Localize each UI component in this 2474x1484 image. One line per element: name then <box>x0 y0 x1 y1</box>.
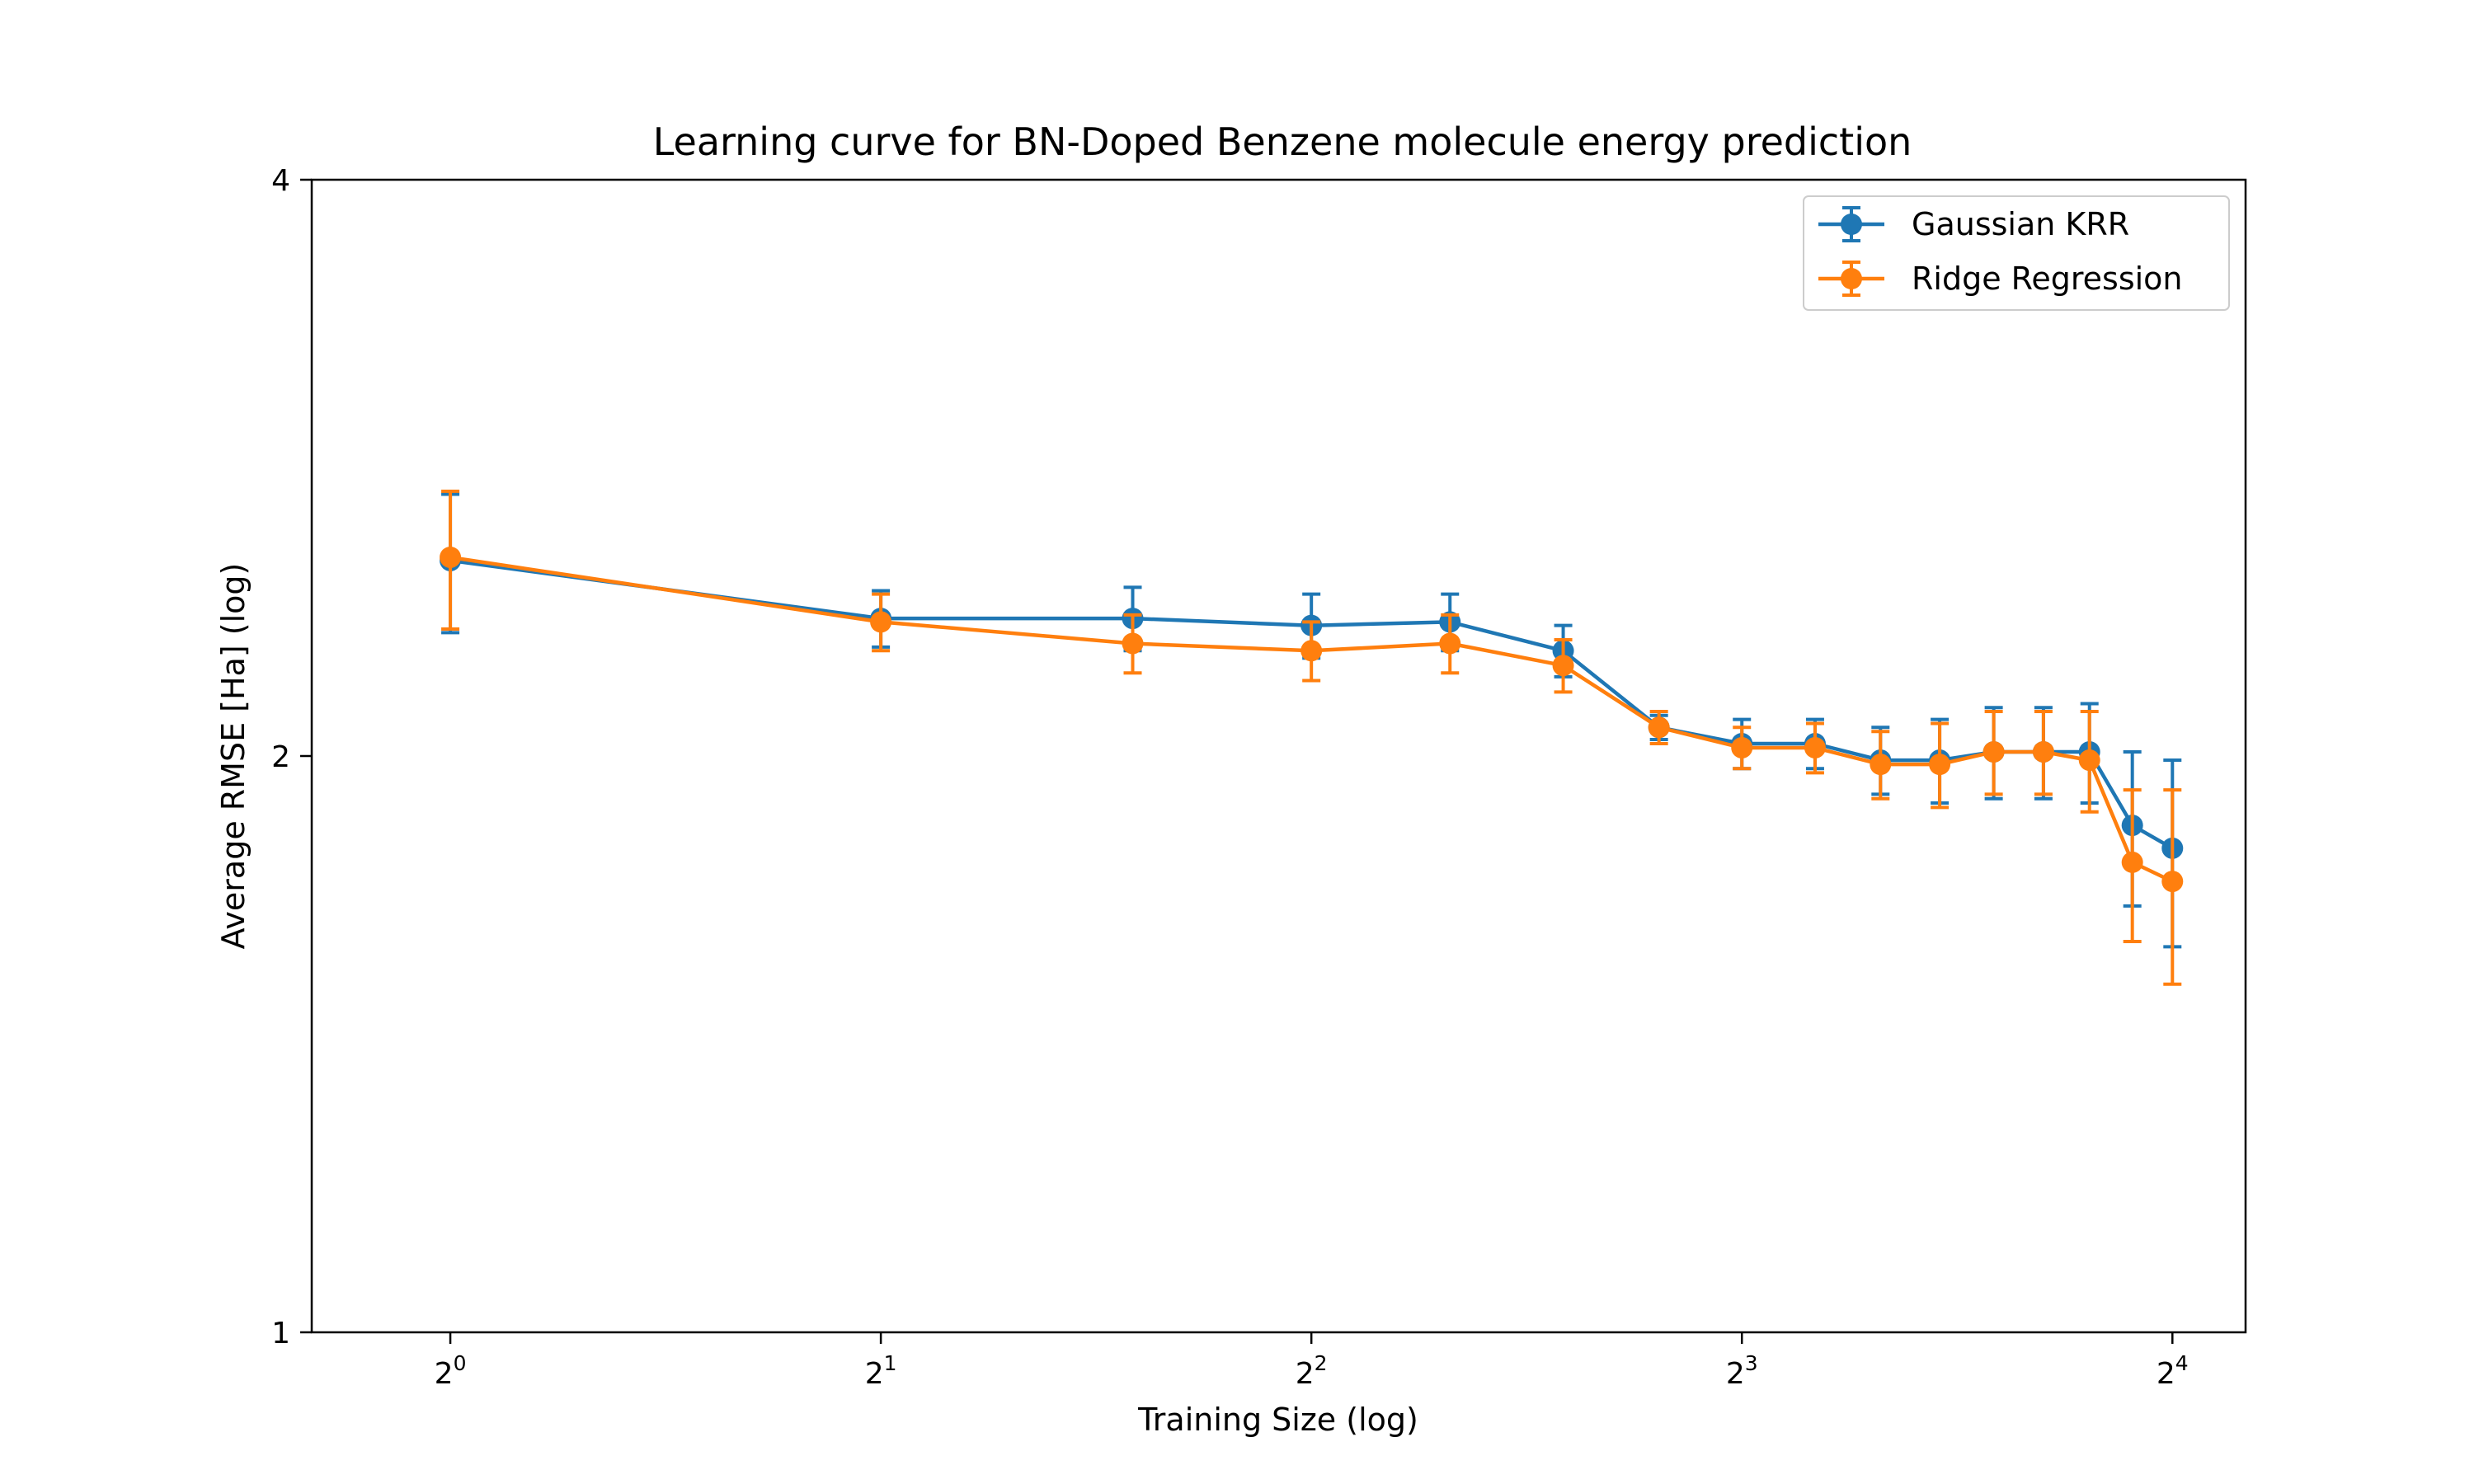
data-point <box>1439 632 1461 655</box>
x-axis: 20 21 22 23 24 <box>435 1332 2189 1391</box>
x-tick-exponent: 0 <box>454 1351 467 1375</box>
x-tick-label: 23 <box>1726 1351 1758 1391</box>
y-tick-label: 1 <box>271 1317 290 1350</box>
x-tick-base: 2 <box>1726 1357 1745 1391</box>
legend-label: Gaussian KRR <box>1912 206 2129 242</box>
legend-entries: Gaussian KRR Ridge Regression <box>1818 206 2183 297</box>
x-tick-exponent: 3 <box>1745 1351 1758 1375</box>
data-point <box>870 611 892 633</box>
series-line <box>449 558 2174 850</box>
legend-box <box>1803 195 2230 311</box>
data-point <box>1982 740 2005 763</box>
data-point <box>1122 632 1144 655</box>
data-point <box>2032 740 2054 763</box>
x-tick-label: 24 <box>2157 1351 2189 1391</box>
x-tick-label: 20 <box>435 1351 467 1391</box>
x-tick-exponent: 1 <box>884 1351 897 1375</box>
y-axis: 1 2 4 <box>271 164 312 1350</box>
x-tick-base: 2 <box>435 1357 454 1391</box>
x-tick-base: 2 <box>865 1357 884 1391</box>
data-point <box>1300 640 1323 662</box>
series-ridge-regression <box>440 489 2184 986</box>
x-tick-base: 2 <box>1296 1357 1315 1391</box>
data-point <box>1804 736 1826 758</box>
data-point <box>1870 754 1892 776</box>
data-point <box>2078 749 2100 772</box>
x-tick-base: 2 <box>2157 1357 2175 1391</box>
x-tick-exponent: 2 <box>1315 1351 1328 1375</box>
data-point <box>2161 871 2184 893</box>
x-tick-label: 22 <box>1296 1351 1328 1391</box>
data-point <box>1648 716 1670 739</box>
data-point <box>1929 754 1951 776</box>
y-tick-label: 4 <box>271 164 290 198</box>
data-point <box>1731 736 1753 758</box>
y-tick-label: 2 <box>271 740 290 774</box>
y-axis-label: Average RMSE [Ha] (log) <box>215 563 252 950</box>
data-point <box>2121 851 2143 873</box>
series-line <box>449 555 2174 884</box>
legend-label: Ridge Regression <box>1912 261 2183 297</box>
data-point <box>1552 655 1574 677</box>
x-tick-exponent: 4 <box>2175 1351 2189 1375</box>
legend-marker <box>1841 214 1862 235</box>
x-tick-label: 21 <box>865 1351 897 1391</box>
plot-area <box>440 489 2184 986</box>
x-axis-label: Training Size (log) <box>1137 1402 1418 1438</box>
legend-marker <box>1841 268 1862 289</box>
chart-title: Learning curve for BN-Doped Benzene mole… <box>653 120 1912 164</box>
legend: Gaussian KRR Ridge Regression <box>1803 195 2230 311</box>
data-point <box>440 546 462 568</box>
